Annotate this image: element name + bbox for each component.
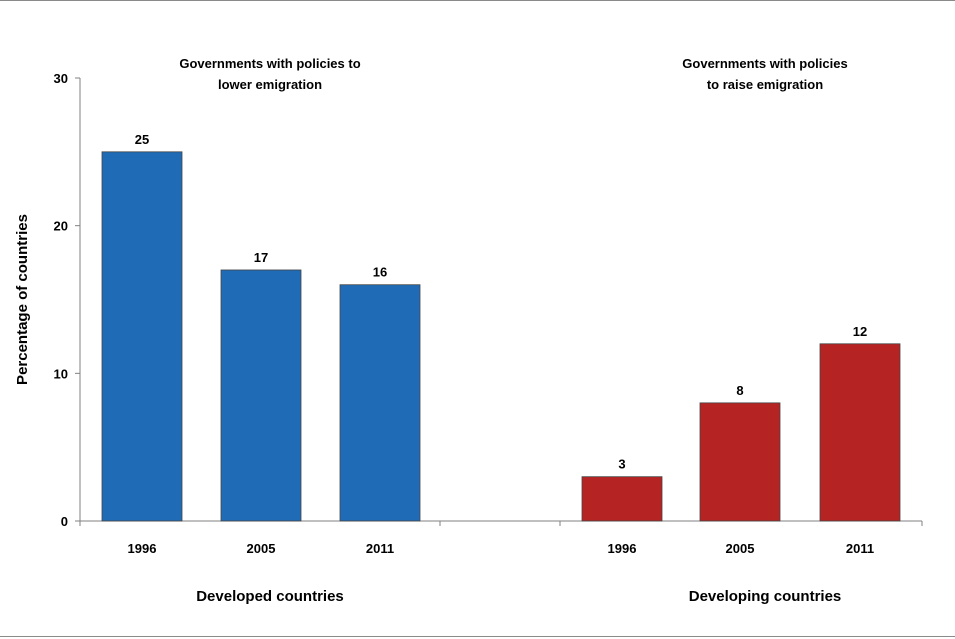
bar-value-label: 25 bbox=[135, 132, 149, 147]
bottom-border bbox=[0, 636, 955, 637]
top-border bbox=[0, 0, 955, 1]
bar bbox=[339, 284, 421, 522]
bar bbox=[819, 343, 901, 522]
bar bbox=[101, 151, 183, 522]
bar bbox=[581, 476, 663, 522]
group-label: Developed countries bbox=[196, 588, 344, 605]
group-label: Developing countries bbox=[689, 588, 842, 605]
group-title-line: Governments with policies to bbox=[179, 56, 360, 71]
x-category-label: 1996 bbox=[608, 541, 637, 556]
y-axis-label: Percentage of countries bbox=[14, 214, 31, 385]
bar bbox=[699, 402, 781, 522]
group-title-line: Governments with policies bbox=[682, 56, 847, 71]
bar bbox=[220, 269, 302, 522]
x-category-label: 2011 bbox=[846, 541, 874, 556]
group-title-line: to raise emigration bbox=[707, 77, 823, 92]
x-category-label: 2005 bbox=[247, 541, 276, 556]
bar-value-label: 3 bbox=[618, 457, 625, 472]
x-category-label: 1996 bbox=[128, 541, 157, 556]
y-tick-label: 10 bbox=[54, 366, 68, 381]
bar-value-label: 17 bbox=[254, 250, 268, 265]
bar-value-label: 8 bbox=[736, 383, 743, 398]
bar-value-label: 16 bbox=[373, 265, 387, 280]
x-category-label: 2011 bbox=[366, 541, 394, 556]
y-tick-label: 30 bbox=[54, 71, 68, 86]
bar-value-label: 12 bbox=[853, 324, 867, 339]
group-title-line: lower emigration bbox=[218, 77, 322, 92]
y-tick-label: 20 bbox=[54, 219, 68, 234]
y-tick-label: 0 bbox=[61, 514, 68, 529]
x-category-label: 2005 bbox=[726, 541, 755, 556]
